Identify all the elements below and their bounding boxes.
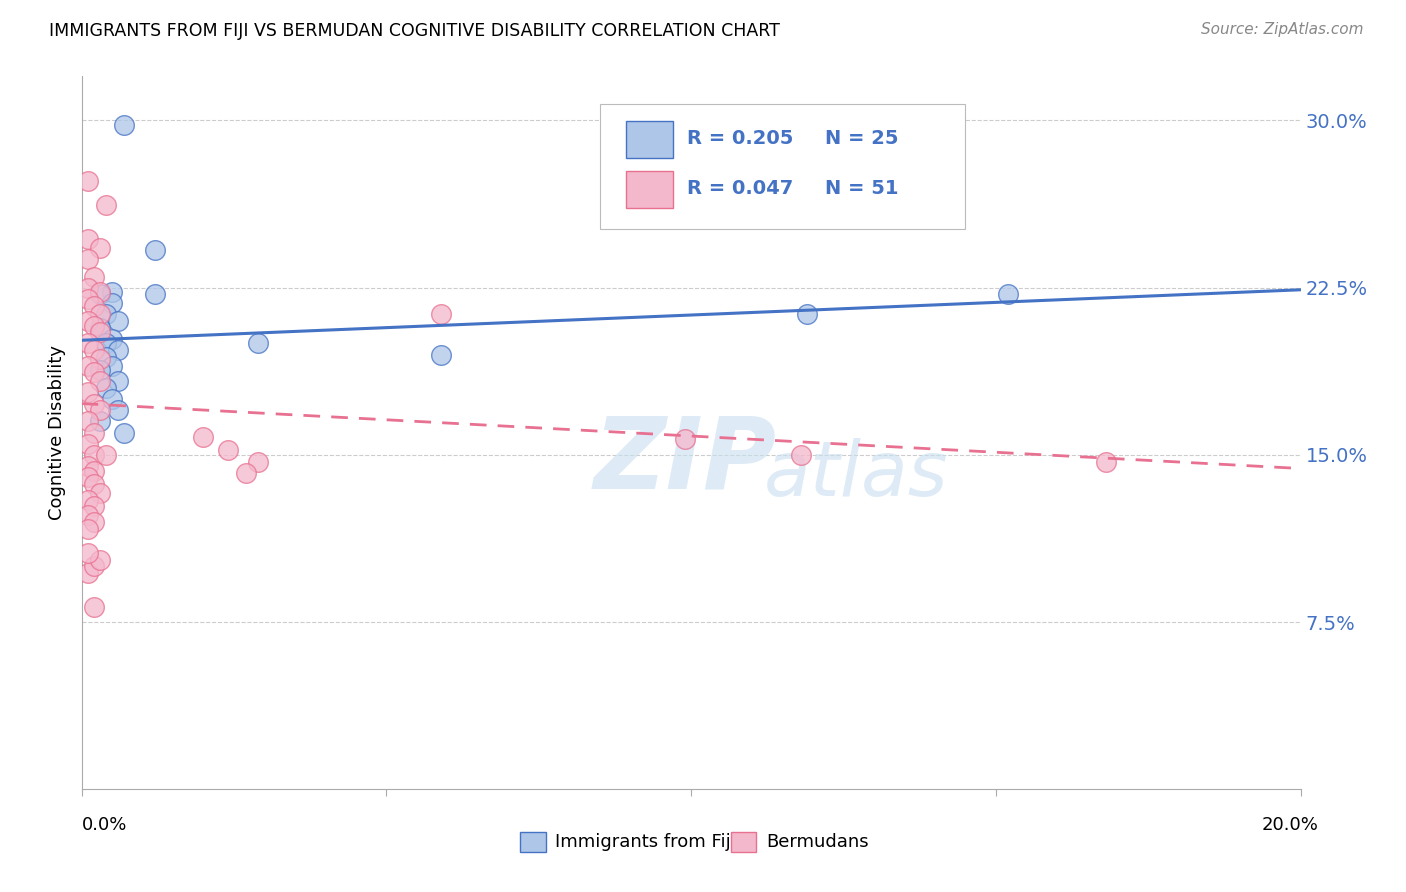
Point: [83, 343, 105, 358]
Point: [112, 425, 135, 440]
Text: 20.0%: 20.0%: [1263, 816, 1319, 834]
Text: R = 0.205: R = 0.205: [688, 129, 794, 148]
Point: [76, 437, 98, 451]
Point: [235, 466, 257, 480]
Point: [76, 566, 98, 581]
Point: [94, 350, 117, 364]
Point: [193, 430, 215, 444]
Point: [83, 396, 105, 410]
Point: [83, 559, 105, 574]
Point: [94, 448, 117, 462]
Point: [76, 470, 98, 484]
Text: N = 51: N = 51: [825, 179, 898, 198]
Point: [83, 599, 105, 614]
Text: ZIP: ZIP: [593, 413, 776, 509]
Point: [83, 515, 105, 529]
Text: Source: ZipAtlas.com: Source: ZipAtlas.com: [1201, 22, 1364, 37]
Point: [76, 385, 98, 400]
Point: [89, 351, 111, 366]
Point: [76, 521, 98, 535]
Point: [83, 476, 105, 491]
Point: [83, 448, 105, 462]
Point: [76, 414, 98, 428]
Point: [83, 425, 105, 440]
Point: [89, 414, 111, 428]
Point: [796, 307, 818, 321]
Point: [1094, 455, 1116, 469]
Point: [76, 508, 98, 523]
Text: 0.0%: 0.0%: [82, 816, 127, 834]
Point: [217, 443, 239, 458]
Point: [101, 359, 124, 373]
Point: [89, 285, 111, 300]
Point: [89, 321, 111, 335]
Point: [94, 198, 117, 212]
FancyBboxPatch shape: [627, 170, 672, 208]
Point: [107, 375, 129, 389]
Point: [89, 287, 111, 301]
Point: [76, 336, 98, 351]
Point: [101, 332, 124, 346]
Point: [101, 285, 124, 300]
Point: [430, 307, 453, 321]
Point: [76, 492, 98, 507]
Point: [76, 314, 98, 328]
Point: [143, 243, 166, 257]
Point: [76, 280, 98, 294]
Point: [89, 552, 111, 567]
Text: N = 25: N = 25: [825, 129, 898, 148]
Point: [76, 459, 98, 474]
Point: [83, 298, 105, 313]
Point: [107, 314, 129, 328]
Point: [997, 287, 1019, 301]
Point: [83, 269, 105, 284]
Point: [107, 343, 129, 358]
Text: Bermudans: Bermudans: [766, 833, 869, 851]
Point: [107, 403, 129, 417]
Point: [89, 363, 111, 377]
Point: [89, 325, 111, 339]
Point: [76, 292, 98, 306]
Y-axis label: Cognitive Disability: Cognitive Disability: [48, 345, 66, 520]
Point: [83, 500, 105, 514]
Point: [143, 287, 166, 301]
Point: [83, 366, 105, 380]
Point: [76, 173, 98, 187]
Point: [790, 448, 813, 462]
Text: Immigrants from Fiji: Immigrants from Fiji: [555, 833, 737, 851]
Point: [247, 455, 270, 469]
FancyBboxPatch shape: [627, 120, 672, 158]
Point: [112, 118, 135, 132]
FancyBboxPatch shape: [599, 104, 966, 229]
Point: [101, 296, 124, 310]
Point: [89, 307, 111, 321]
Point: [76, 232, 98, 246]
Point: [89, 485, 111, 500]
Point: [673, 433, 696, 447]
Point: [76, 252, 98, 266]
Point: [89, 403, 111, 417]
Point: [83, 464, 105, 478]
Point: [94, 381, 117, 395]
Point: [94, 307, 117, 321]
Point: [89, 240, 111, 255]
Point: [94, 336, 117, 351]
Point: [76, 359, 98, 373]
Point: [83, 318, 105, 333]
Point: [247, 336, 270, 351]
Text: R = 0.047: R = 0.047: [688, 179, 793, 198]
Point: [76, 546, 98, 560]
Text: atlas: atlas: [765, 439, 949, 512]
Point: [101, 392, 124, 407]
Point: [89, 375, 111, 389]
Text: IMMIGRANTS FROM FIJI VS BERMUDAN COGNITIVE DISABILITY CORRELATION CHART: IMMIGRANTS FROM FIJI VS BERMUDAN COGNITI…: [49, 22, 780, 40]
Point: [430, 347, 453, 362]
